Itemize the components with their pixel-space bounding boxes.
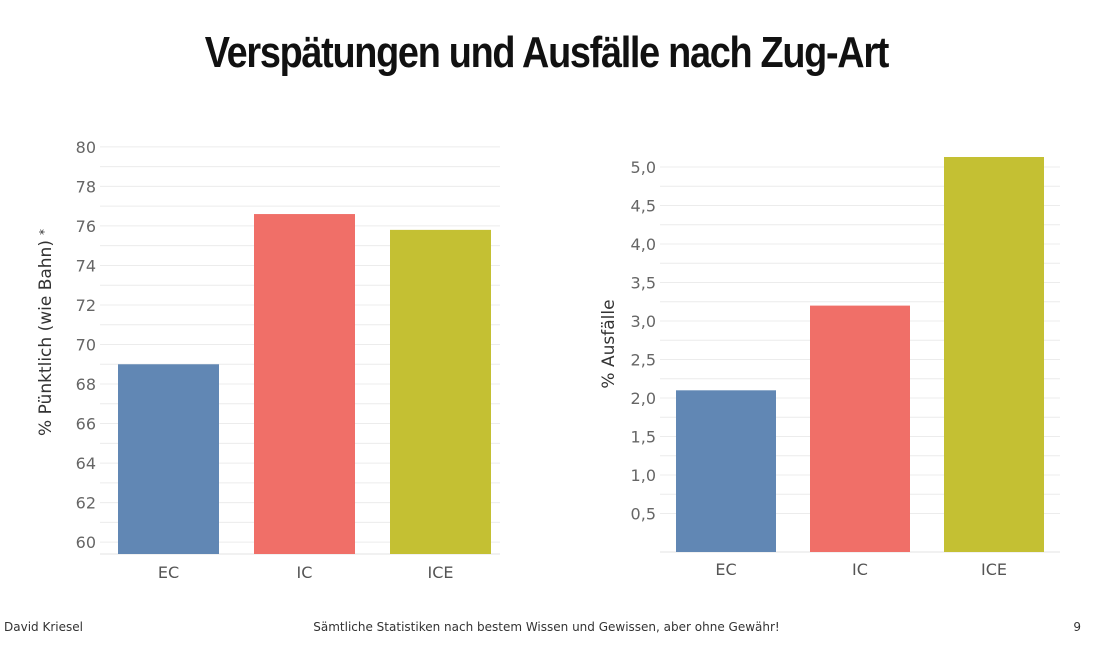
chart-y-tick-label: 0,5 [631,505,656,524]
page-number: 9 [1073,620,1081,634]
chart-y-tick-label: 4,0 [631,235,656,254]
chart-y-tick-label: 68 [76,375,96,394]
chart-y-tick-label: 3,0 [631,312,656,331]
chart-bar-ec [676,390,776,552]
page-title: Verspätungen und Ausfälle nach Zug-Art [204,28,890,77]
chart-bar-ic [254,214,355,554]
chart-x-tick-label: EC [158,563,179,582]
chart-y-axis-footnote-mark: * [37,229,51,235]
chart-y-tick-label: 4,5 [631,197,656,216]
chart-y-tick-label: 1,0 [631,466,656,485]
footer-author: David Kriesel [4,620,83,634]
chart-y-tick-label: 2,5 [631,351,656,370]
chart-y-axis-label: % Pünktlich (wie Bahn) [36,240,56,436]
chart-y-tick-label: 64 [76,454,96,473]
chart-x-tick-label: ICE [428,563,454,582]
chart-y-tick-label: 3,5 [631,274,656,293]
chart-y-tick-label: 5,0 [631,158,656,177]
chart-y-tick-label: 62 [76,494,96,513]
chart-x-tick-label: ICE [981,560,1007,579]
chart-y-tick-label: 80 [76,138,96,157]
chart-y-tick-label: 74 [76,256,96,275]
chart-y-tick-label: 60 [76,533,96,552]
chart-x-tick-label: IC [297,563,313,582]
chart-y-tick-label: 2,0 [631,389,656,408]
chart-y-tick-label: 76 [76,217,96,236]
chart-bar-ic [810,305,910,552]
chart-y-tick-label: 66 [76,415,96,434]
chart-y-tick-label: 78 [76,177,96,196]
chart-bar-ice [944,157,1044,552]
footer-disclaimer: Sämtliche Statistiken nach bestem Wissen… [313,620,780,634]
chart-y-axis-label: % Ausfälle [599,299,619,388]
chart-y-tick-label: 1,5 [631,428,656,447]
chart-bar-ec [118,364,219,554]
chart-y-tick-label: 72 [76,296,96,315]
chart-y-tick-label: 70 [76,336,96,355]
chart-x-tick-label: EC [715,560,736,579]
chart-x-tick-label: IC [852,560,868,579]
cancellation-chart: 0,5 1,0 1,5 2,0 2,5 3,0 3,5 4,0 4,5 5,0 EC IC ICE %… [599,157,1060,579]
chart-bar-ice [390,229,491,554]
punctuality-chart: 60 62 64 66 68 70 72 74 76 78 80 EC IC ICE % Pünktli… [36,138,500,582]
